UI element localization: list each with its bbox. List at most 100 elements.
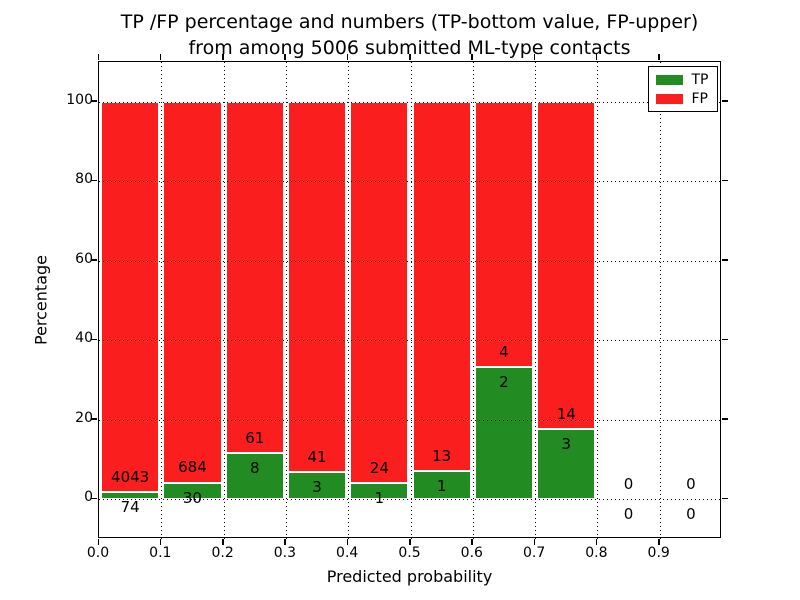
gridline-v <box>161 62 163 539</box>
fp-bar-segment <box>412 101 471 471</box>
chart-title: TP /FP percentage and numbers (TP-bottom… <box>98 9 721 61</box>
x-tick-label: 0.7 <box>522 545 546 561</box>
tp-count-label: 3 <box>561 435 572 454</box>
legend-item-tp: TP <box>649 71 717 90</box>
gridline-v <box>535 62 537 539</box>
y-tick-mark <box>91 179 97 182</box>
y-right-tick-mark <box>722 418 728 420</box>
tp-bar-segment <box>474 366 534 500</box>
x-tick-mark <box>159 539 162 545</box>
x-tick-label: 0.2 <box>211 545 234 561</box>
fp-count-label: 684 <box>178 458 207 477</box>
tp-bar-segment <box>537 429 596 500</box>
tp-swatch-icon <box>655 75 683 85</box>
tp-bar-segment <box>350 483 409 500</box>
fp-bar-segment <box>350 101 409 484</box>
gridline-v <box>659 62 661 539</box>
y-right-tick-mark <box>722 259 728 261</box>
chart-title-line1: TP /FP percentage and numbers (TP-bottom… <box>120 11 699 33</box>
fp-count-label: 61 <box>245 429 265 448</box>
tp-count-label: 30 <box>182 488 202 507</box>
fp-bar-segment <box>287 101 347 473</box>
legend-item-fp: FP <box>649 90 717 109</box>
gridline-v <box>348 62 350 539</box>
x-tick-label: 0.3 <box>273 545 297 561</box>
fp-count-label: 13 <box>432 446 452 465</box>
x-tick-mark <box>284 539 286 545</box>
x-tick-mark <box>595 539 598 545</box>
x-top-tick-mark <box>658 54 660 60</box>
y-right-tick-mark <box>722 497 728 500</box>
x-tick-mark <box>471 539 473 545</box>
plot-area: 4043 74 684 30 61 8 41 3 24 1 13 1 4 2 14 3 0 0 0 0 TP FP <box>98 61 722 539</box>
x-top-tick-mark <box>595 54 598 60</box>
x-axis-label: Predicted probability <box>326 567 493 586</box>
tp-count-label: 1 <box>436 476 447 495</box>
tp-count-label: 74 <box>120 498 140 517</box>
y-right-tick-mark <box>722 338 728 341</box>
tp-bar-segment <box>412 470 471 500</box>
x-tick-label: 0.9 <box>647 545 670 561</box>
x-top-tick-mark <box>284 54 286 60</box>
annotations-layer: 4043 74 684 30 61 8 41 3 24 1 13 1 4 2 14 3 0 0 0 0 <box>99 62 720 537</box>
x-tick-mark <box>346 539 349 545</box>
fp-bar-segment <box>474 101 534 367</box>
x-top-tick-mark <box>471 54 473 60</box>
gridline-v <box>285 62 287 539</box>
gridlines-layer <box>99 62 722 539</box>
y-tick-label: 40 <box>75 330 93 347</box>
fp-swatch-icon <box>655 94 683 104</box>
tp-count-label: 3 <box>312 478 322 497</box>
y-tick-label: 60 <box>75 250 93 267</box>
gridline-v <box>410 62 412 539</box>
y-tick-mark <box>91 338 97 341</box>
tp-bar-segment <box>163 482 222 500</box>
tp-bar-segment <box>101 492 160 500</box>
x-tick-label: 0.8 <box>585 545 608 561</box>
gridline-v <box>223 62 225 539</box>
tp-count-label: 1 <box>374 489 385 508</box>
tp-count-label: 8 <box>249 459 260 478</box>
tp-count-label: 2 <box>499 372 509 391</box>
fp-bar-segment <box>537 101 596 430</box>
tp-bar-segment <box>287 472 347 500</box>
fp-bar-segment <box>163 101 222 483</box>
x-tick-label: 0.6 <box>460 545 483 561</box>
y-tick-label: 80 <box>75 171 93 188</box>
fp-count-label: 4043 <box>111 467 150 486</box>
y-tick-mark <box>91 418 97 420</box>
y-right-tick-mark <box>722 100 728 102</box>
bars-layer <box>99 62 720 537</box>
x-tick-label: 0.5 <box>398 545 421 561</box>
x-tick-label: 0.0 <box>86 545 110 561</box>
x-top-tick-mark <box>97 54 99 60</box>
fp-count-label: 4 <box>499 342 509 361</box>
tp-count-label: 0 <box>623 505 634 524</box>
fp-count-label: 0 <box>623 475 634 494</box>
x-tick-mark <box>409 539 411 545</box>
x-top-tick-mark <box>533 54 536 60</box>
fp-count-label: 41 <box>307 448 327 467</box>
fp-count-label: 14 <box>556 404 576 423</box>
gridline-v <box>597 62 599 539</box>
fp-count-label: 24 <box>369 459 389 478</box>
fp-bar-segment <box>225 101 284 454</box>
gridline-v <box>472 62 474 539</box>
chart-title-line2: from among 5006 submitted ML-type contac… <box>188 37 631 59</box>
y-tick-mark <box>91 497 97 500</box>
tp-count-label: 0 <box>686 505 696 524</box>
x-tick-mark <box>658 539 660 545</box>
y-right-tick-mark <box>722 179 728 182</box>
y-tick-mark <box>91 100 97 102</box>
x-top-tick-mark <box>159 54 162 60</box>
x-tick-mark <box>222 539 224 545</box>
x-top-tick-mark <box>409 54 411 60</box>
y-tick-label: 20 <box>75 409 93 426</box>
x-tick-mark <box>533 539 536 545</box>
fp-count-label: 0 <box>686 475 696 494</box>
tp-bar-segment <box>225 453 284 500</box>
fp-bar-segment <box>101 101 160 493</box>
legend-label-fp: FP <box>691 91 709 107</box>
y-tick-label: 100 <box>66 91 93 108</box>
